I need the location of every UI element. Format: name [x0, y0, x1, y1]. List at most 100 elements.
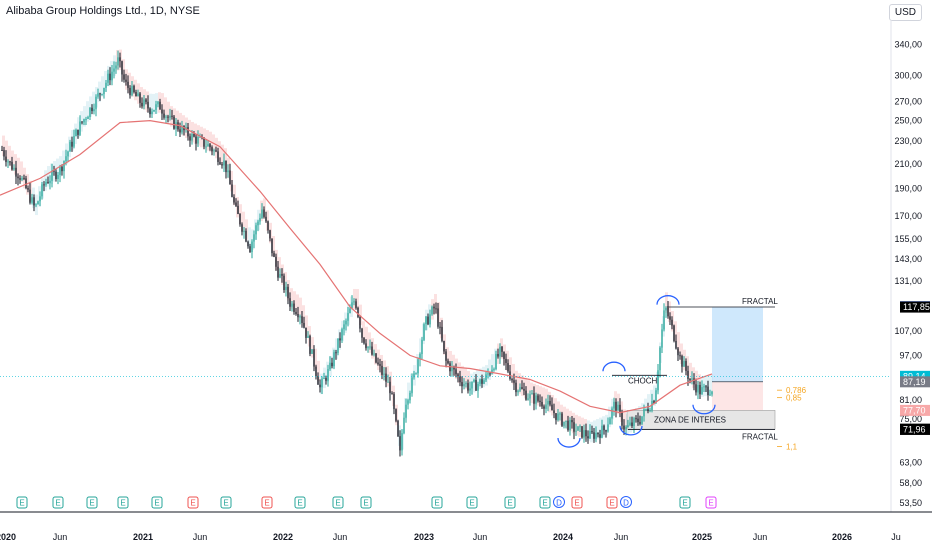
- candle-body: [409, 392, 411, 401]
- candle-body: [65, 156, 67, 162]
- cloud-segment: [248, 227, 251, 248]
- candle-body: [607, 424, 609, 432]
- fractal-top-label: FRACTAL: [742, 297, 778, 306]
- cloud-segment: [164, 97, 167, 118]
- candle-body: [229, 170, 231, 185]
- candle-body: [491, 369, 493, 374]
- candle-body: [363, 337, 365, 344]
- candle-body: [79, 121, 81, 135]
- cloud-segment: [218, 141, 221, 162]
- earnings-marker: [187, 496, 199, 509]
- candle-body: [287, 286, 289, 299]
- candle-body: [249, 246, 251, 253]
- fib-label-085: 0,85: [786, 394, 802, 403]
- cloud-segment: [542, 387, 545, 408]
- candle-body: [325, 378, 327, 381]
- candle-body: [215, 150, 217, 152]
- earnings-marker: [679, 496, 691, 509]
- candle-body: [1, 150, 3, 152]
- candle-body: [367, 346, 369, 349]
- candle-body: [323, 378, 325, 380]
- candle-body: [231, 184, 233, 197]
- candle-body: [107, 73, 109, 83]
- cloud-segment: [89, 96, 92, 117]
- cloud-segment: [128, 72, 131, 94]
- marker-letter: E: [154, 499, 159, 508]
- candle-body: [169, 115, 171, 118]
- candle-body: [645, 408, 647, 410]
- candle-body: [75, 129, 77, 137]
- candle-body: [405, 404, 407, 418]
- candle-body: [335, 352, 337, 354]
- candle-body: [283, 275, 285, 290]
- price-layer: [1, 50, 713, 457]
- cloud-segment: [149, 93, 152, 115]
- y-tick-label: 131,00: [894, 276, 922, 286]
- candle-body: [49, 180, 51, 183]
- price-badge-label: 71,96: [903, 424, 926, 434]
- cloud-segment: [305, 315, 308, 336]
- candle-body: [225, 160, 227, 173]
- candle-body: [101, 94, 103, 96]
- candle-body: [271, 238, 273, 254]
- candle-body: [499, 346, 501, 357]
- candle-body: [583, 430, 585, 438]
- cloud-segment: [77, 117, 80, 138]
- candle-body: [377, 362, 379, 365]
- moving-average-line: [0, 119, 713, 414]
- candle-body: [41, 184, 43, 197]
- candle-body: [53, 170, 55, 172]
- candle-body: [585, 430, 587, 437]
- cloud-segment: [554, 398, 557, 419]
- candle-body: [661, 329, 663, 348]
- candle-body: [171, 115, 173, 117]
- candle-body: [265, 216, 267, 222]
- marker-letter: E: [335, 499, 340, 508]
- candle-body: [165, 116, 167, 118]
- candle-body: [633, 418, 635, 426]
- candle-body: [703, 386, 705, 388]
- candle-body: [605, 430, 607, 432]
- candle-body: [9, 161, 11, 163]
- y-tick-label: 210,00: [894, 159, 922, 169]
- x-tick-label: Jun: [333, 532, 348, 542]
- marker-letter: E: [363, 499, 368, 508]
- candle-body: [211, 147, 213, 152]
- candle-body: [309, 335, 311, 354]
- price-badge-label: 117,85: [903, 302, 930, 312]
- candle-body: [589, 431, 591, 439]
- candle-body: [351, 302, 353, 309]
- candle-body: [179, 129, 181, 133]
- currency-button[interactable]: USD: [888, 4, 922, 21]
- x-tick-label: 2020: [0, 532, 16, 542]
- candle-body: [181, 126, 183, 133]
- cloud-segment: [224, 148, 227, 169]
- candle-body: [477, 383, 479, 391]
- candle-body: [625, 427, 627, 430]
- earnings-marker: [86, 496, 98, 509]
- candle-body: [121, 61, 123, 75]
- cloud-segment: [278, 257, 281, 278]
- candle-body: [311, 349, 313, 354]
- candle-body: [129, 87, 131, 96]
- candle-body: [483, 380, 485, 384]
- candle-body: [295, 311, 297, 315]
- cloud-segment: [86, 101, 89, 122]
- candle-body: [313, 349, 315, 367]
- cloud-segment: [167, 101, 170, 123]
- y-axis: 340,00 300,00 270,00 250,00 230,00 210,00 190,…: [890, 20, 922, 512]
- candle-body: [293, 303, 295, 312]
- cloud-segment: [212, 134, 215, 155]
- marker-letter: D: [556, 499, 562, 508]
- cloud-segment: [476, 370, 479, 391]
- x-tick-label: 2021: [133, 532, 153, 542]
- candle-body: [427, 316, 429, 325]
- candle-body: [711, 391, 713, 395]
- candle-body: [561, 413, 563, 426]
- price-badge: [900, 301, 930, 313]
- candle-body: [99, 93, 101, 95]
- candle-body: [277, 266, 279, 278]
- candle-body: [47, 181, 49, 183]
- candle-body: [289, 298, 291, 307]
